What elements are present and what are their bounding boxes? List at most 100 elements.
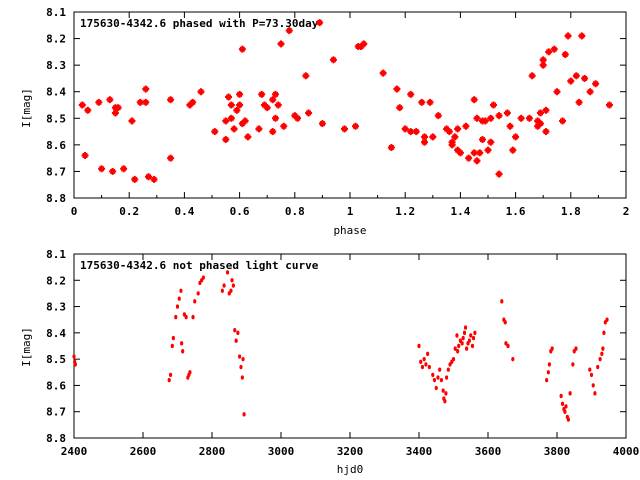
data-point bbox=[460, 341, 464, 346]
data-point bbox=[572, 72, 580, 80]
x-tick-label: 4000 bbox=[613, 445, 640, 458]
data-point bbox=[211, 128, 219, 136]
data-point bbox=[142, 85, 150, 93]
data-point bbox=[473, 114, 481, 122]
data-point bbox=[511, 356, 515, 362]
data-point bbox=[487, 114, 495, 122]
axis-ticks: 2400 2600 2800 3000 3200 3400 3600 3800 4000 8.1 8… bbox=[46, 248, 639, 458]
y-tick-label: 8.6 bbox=[46, 379, 66, 392]
data-point bbox=[175, 304, 180, 309]
data-point bbox=[236, 330, 240, 336]
data-point bbox=[244, 133, 252, 141]
data-point bbox=[188, 370, 192, 375]
data-point bbox=[462, 122, 470, 130]
x-tick-label: 2 bbox=[623, 205, 630, 218]
data-point bbox=[174, 314, 178, 320]
data-point bbox=[456, 349, 460, 354]
y-tick-label: 8.3 bbox=[46, 59, 66, 72]
data-point bbox=[136, 98, 144, 106]
data-point bbox=[167, 154, 175, 162]
data-point bbox=[471, 335, 476, 341]
data-point bbox=[274, 101, 282, 109]
plot-frame bbox=[73, 253, 627, 439]
data-point bbox=[305, 109, 313, 117]
data-point bbox=[98, 165, 106, 173]
data-point bbox=[432, 377, 437, 383]
data-point bbox=[177, 296, 181, 301]
data-point bbox=[536, 120, 544, 128]
data-point bbox=[439, 377, 444, 383]
data-point bbox=[478, 136, 486, 144]
data-point bbox=[536, 109, 544, 117]
data-point bbox=[546, 370, 550, 375]
data-point bbox=[407, 128, 415, 136]
data-point bbox=[448, 141, 456, 149]
y-tick-label: 8.3 bbox=[46, 301, 66, 314]
data-point bbox=[352, 122, 360, 130]
data-point bbox=[230, 125, 238, 133]
data-point bbox=[191, 314, 195, 320]
data-point bbox=[424, 362, 428, 367]
data-point bbox=[329, 56, 337, 64]
data-point bbox=[503, 109, 511, 117]
data-point bbox=[227, 114, 235, 122]
data-point bbox=[473, 157, 481, 165]
data-point bbox=[589, 372, 594, 378]
data-point bbox=[230, 278, 234, 283]
data-point bbox=[476, 149, 484, 157]
data-point bbox=[446, 367, 450, 372]
data-point bbox=[506, 343, 510, 349]
data-point bbox=[500, 299, 504, 304]
y-tick-label: 8.8 bbox=[46, 432, 66, 445]
data-point bbox=[407, 90, 415, 98]
x-tick-label: 1.6 bbox=[506, 205, 526, 218]
data-point bbox=[269, 128, 277, 136]
data-point bbox=[601, 346, 605, 351]
x-axis-label: phase bbox=[333, 224, 366, 237]
x-tick-label: 3000 bbox=[268, 445, 295, 458]
data-point bbox=[525, 114, 533, 122]
y-tick-label: 8.4 bbox=[46, 327, 66, 340]
data-point bbox=[238, 120, 246, 128]
data-point bbox=[277, 40, 285, 48]
data-point bbox=[285, 27, 293, 35]
data-point bbox=[578, 32, 586, 40]
data-point bbox=[588, 367, 592, 372]
data-point bbox=[575, 98, 583, 106]
data-point bbox=[234, 338, 238, 343]
data-point bbox=[465, 346, 469, 351]
data-point bbox=[539, 61, 547, 69]
data-point bbox=[461, 335, 465, 341]
data-point bbox=[78, 101, 86, 109]
data-point bbox=[393, 85, 401, 93]
data-point bbox=[421, 133, 429, 141]
data-point bbox=[560, 401, 565, 407]
chart-title: 175630-4342.6 not phased light curve bbox=[80, 259, 319, 272]
phased-light-curve-panel: 175630-4342.6 phased with P=73.30day pha… bbox=[20, 6, 629, 237]
data-point bbox=[241, 356, 245, 362]
data-point bbox=[271, 90, 279, 98]
data-point bbox=[506, 122, 514, 130]
data-points bbox=[72, 270, 609, 422]
data-point bbox=[445, 128, 453, 136]
y-tick-label: 8.8 bbox=[46, 192, 66, 205]
data-point bbox=[294, 114, 302, 122]
data-point bbox=[592, 80, 600, 88]
data-point bbox=[438, 367, 442, 372]
y-axis-label: I[mag] bbox=[20, 327, 33, 367]
data-point bbox=[568, 391, 572, 396]
data-point bbox=[586, 88, 594, 96]
data-point bbox=[454, 125, 462, 133]
data-point bbox=[453, 346, 457, 351]
data-point bbox=[419, 359, 423, 364]
data-point bbox=[484, 146, 492, 154]
data-point bbox=[291, 112, 299, 120]
data-point bbox=[412, 128, 420, 136]
data-point bbox=[465, 154, 473, 162]
data-point bbox=[542, 128, 550, 136]
data-point bbox=[470, 149, 478, 157]
x-tick-label: 1.8 bbox=[561, 205, 581, 218]
x-tick-label: 3800 bbox=[544, 445, 571, 458]
data-point bbox=[436, 375, 440, 380]
data-point bbox=[150, 175, 158, 183]
